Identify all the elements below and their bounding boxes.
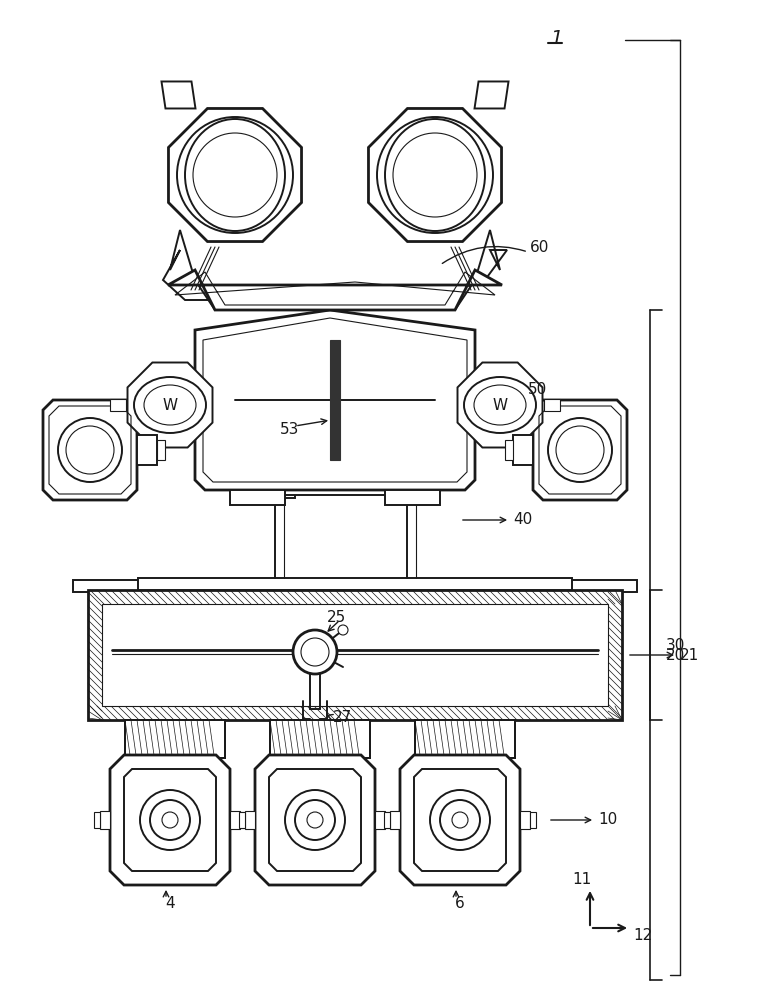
Bar bbox=[100, 811, 110, 829]
Bar bbox=[544, 399, 560, 411]
Text: 25: 25 bbox=[327, 609, 346, 624]
Bar bbox=[230, 811, 240, 829]
Bar bbox=[375, 811, 385, 829]
Text: 27: 27 bbox=[333, 710, 352, 724]
Text: 40: 40 bbox=[513, 512, 532, 528]
Ellipse shape bbox=[144, 385, 196, 425]
Circle shape bbox=[150, 800, 190, 840]
Polygon shape bbox=[400, 755, 520, 885]
Polygon shape bbox=[163, 230, 507, 310]
Circle shape bbox=[140, 790, 200, 850]
Ellipse shape bbox=[134, 377, 206, 433]
Bar bbox=[520, 811, 530, 829]
Text: 4: 4 bbox=[165, 896, 174, 910]
Bar bbox=[240, 812, 246, 828]
Polygon shape bbox=[127, 363, 213, 447]
Ellipse shape bbox=[474, 385, 526, 425]
Ellipse shape bbox=[464, 377, 536, 433]
Bar bbox=[239, 812, 245, 828]
Polygon shape bbox=[168, 270, 502, 310]
Bar bbox=[513, 435, 533, 465]
Bar bbox=[94, 812, 100, 828]
Circle shape bbox=[295, 800, 335, 840]
Bar bbox=[250, 487, 437, 495]
Bar bbox=[415, 720, 515, 758]
Text: 6: 6 bbox=[455, 896, 465, 910]
Circle shape bbox=[66, 426, 114, 474]
Bar bbox=[415, 720, 515, 758]
Text: 50: 50 bbox=[528, 382, 547, 397]
Bar bbox=[385, 812, 391, 828]
Bar bbox=[137, 435, 157, 465]
Circle shape bbox=[338, 625, 348, 635]
Text: 21: 21 bbox=[680, 648, 700, 662]
Bar bbox=[390, 811, 400, 829]
Bar bbox=[330, 340, 340, 460]
Text: 30: 30 bbox=[666, 638, 685, 652]
Circle shape bbox=[556, 426, 604, 474]
Circle shape bbox=[193, 133, 277, 217]
Bar bbox=[245, 811, 255, 829]
Circle shape bbox=[293, 630, 337, 674]
Bar bbox=[125, 720, 225, 758]
Text: W: W bbox=[492, 397, 507, 412]
Bar bbox=[125, 720, 225, 758]
Bar bbox=[385, 490, 440, 505]
Text: 1: 1 bbox=[550, 28, 562, 47]
Polygon shape bbox=[533, 400, 627, 500]
Text: 53: 53 bbox=[280, 422, 299, 438]
Polygon shape bbox=[162, 81, 196, 108]
Polygon shape bbox=[269, 769, 361, 871]
Polygon shape bbox=[475, 81, 508, 108]
Circle shape bbox=[440, 800, 480, 840]
Bar bbox=[73, 580, 637, 592]
Circle shape bbox=[377, 117, 493, 233]
Ellipse shape bbox=[385, 119, 485, 231]
Bar bbox=[230, 490, 285, 505]
Bar bbox=[530, 812, 536, 828]
Ellipse shape bbox=[185, 119, 285, 231]
Bar bbox=[402, 490, 427, 498]
Circle shape bbox=[430, 790, 490, 850]
Polygon shape bbox=[124, 769, 216, 871]
Bar bbox=[102, 604, 608, 706]
Circle shape bbox=[452, 812, 468, 828]
Text: 60: 60 bbox=[530, 240, 549, 255]
Text: 10: 10 bbox=[598, 812, 617, 828]
Bar bbox=[270, 720, 370, 758]
Polygon shape bbox=[255, 755, 375, 885]
Polygon shape bbox=[369, 108, 501, 242]
Polygon shape bbox=[457, 363, 543, 447]
Circle shape bbox=[285, 790, 345, 850]
Circle shape bbox=[162, 812, 178, 828]
Bar bbox=[384, 812, 390, 828]
Text: W: W bbox=[162, 397, 178, 412]
Polygon shape bbox=[195, 310, 475, 490]
Polygon shape bbox=[168, 108, 302, 242]
Text: 20: 20 bbox=[666, 648, 685, 662]
Circle shape bbox=[548, 418, 612, 482]
Bar bbox=[157, 440, 165, 460]
Text: 12: 12 bbox=[633, 928, 652, 944]
Polygon shape bbox=[43, 400, 137, 500]
Circle shape bbox=[393, 133, 477, 217]
Bar bbox=[270, 720, 370, 758]
Bar bbox=[110, 399, 126, 411]
Circle shape bbox=[307, 812, 323, 828]
Bar bbox=[138, 578, 572, 590]
Bar bbox=[505, 440, 513, 460]
Circle shape bbox=[177, 117, 293, 233]
Bar bbox=[270, 490, 295, 498]
Circle shape bbox=[58, 418, 122, 482]
Polygon shape bbox=[110, 755, 230, 885]
Bar bbox=[88, 590, 622, 720]
Circle shape bbox=[301, 638, 329, 666]
Text: 11: 11 bbox=[572, 872, 591, 888]
Polygon shape bbox=[414, 769, 506, 871]
